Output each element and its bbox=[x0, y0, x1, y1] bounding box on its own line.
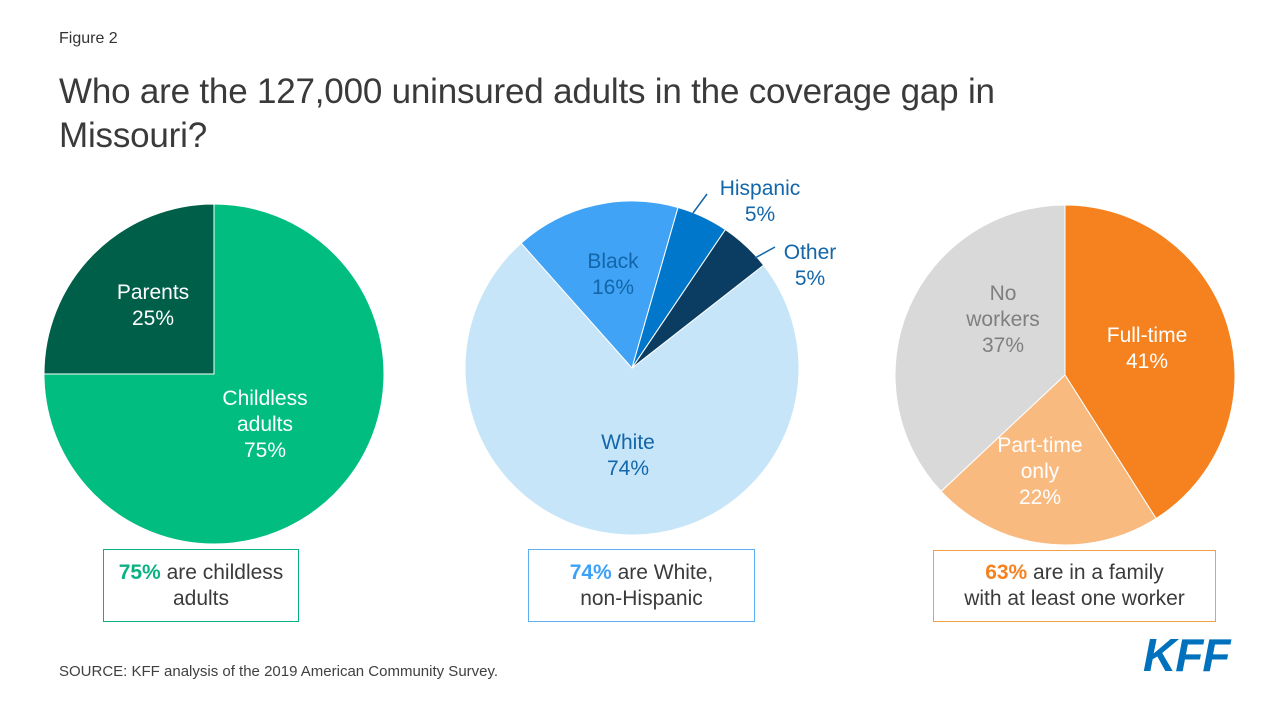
pie-slice-label-black: Black 16% bbox=[587, 250, 639, 299]
hispanic-leader-line bbox=[692, 193, 708, 214]
callout-family-worker: 63% are in a family with at least one wor… bbox=[933, 550, 1216, 622]
pie-slice-label-white: White 74% bbox=[601, 431, 655, 480]
source-note: SOURCE: KFF analysis of the 2019 America… bbox=[59, 663, 499, 680]
page-title-line-2: Missouri? bbox=[59, 116, 207, 155]
callout-highlight: 75% bbox=[118, 560, 161, 584]
callout-highlight: 63% bbox=[985, 561, 1028, 584]
pie-slice-label-childless-adults: Childless adults 75% bbox=[222, 387, 308, 462]
callout-childless-adults: 75% are childless adults bbox=[103, 549, 299, 622]
pie-work-status bbox=[894, 204, 1236, 546]
pie-slice-full-time bbox=[1064, 204, 1236, 520]
pie-slice-no-workers bbox=[894, 204, 1066, 493]
page-title-line-1: Who are the 127,000 uninsured adults in … bbox=[59, 72, 995, 111]
pie-race-ethnicity bbox=[464, 200, 800, 536]
pie-slice-black bbox=[520, 200, 679, 370]
callout-white-non-hispanic: 74% are White, non-Hispanic bbox=[528, 549, 755, 622]
pie-slice-label-hispanic: Hispanic 5% bbox=[719, 177, 801, 226]
figure-label: Figure 2 bbox=[59, 30, 118, 47]
pie-slice-parents bbox=[43, 203, 215, 375]
pie-slice-childless-adults bbox=[43, 203, 385, 545]
callout-highlight: 74% bbox=[569, 560, 612, 584]
pie-slice-label-part-time-only: Part-time only 22% bbox=[997, 434, 1083, 509]
pie-family-status bbox=[43, 203, 385, 545]
pie-slice-label-full-time: Full-time 41% bbox=[1106, 324, 1188, 373]
other-leader-line bbox=[754, 246, 776, 259]
pie-slice-other bbox=[631, 228, 765, 369]
pie-slice-label-other: Other 5% bbox=[783, 241, 837, 290]
page-title: Who are the 127,000 uninsured adults in … bbox=[59, 70, 995, 158]
kff-logo: KFF bbox=[1143, 629, 1230, 681]
pie-slice-label-no-workers: No workers 37% bbox=[966, 282, 1040, 357]
pie-slice-label-parents: Parents 25% bbox=[116, 281, 190, 330]
pie-slice-white bbox=[464, 242, 800, 536]
pie-slice-part-time-only bbox=[940, 374, 1157, 546]
